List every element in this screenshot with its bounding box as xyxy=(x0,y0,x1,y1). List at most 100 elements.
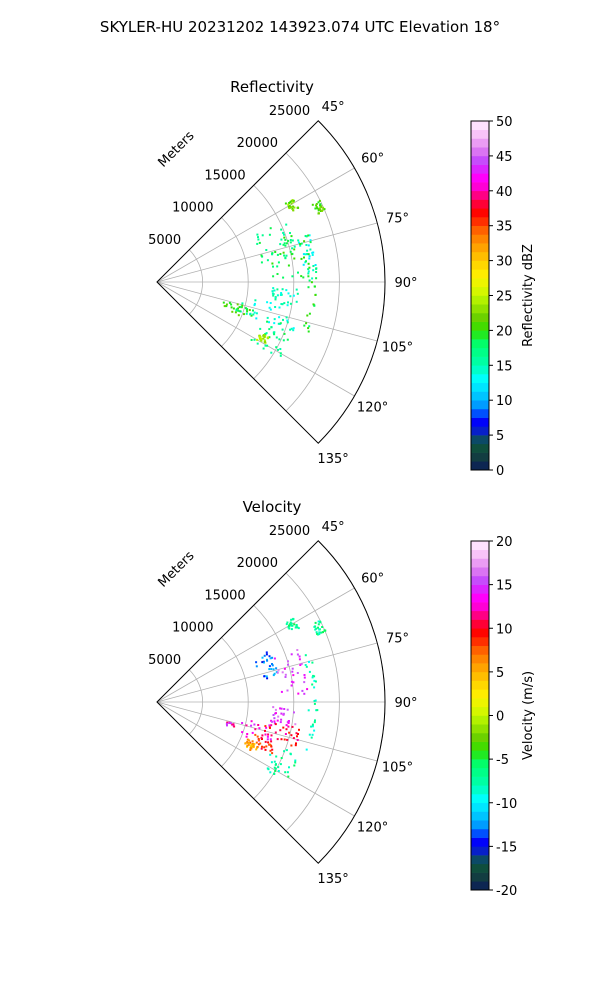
radial-tick-label: 5000 xyxy=(148,233,181,248)
echo-gate xyxy=(299,244,302,247)
echo-gate xyxy=(258,334,261,337)
echo-gate xyxy=(261,734,264,737)
echo-gate xyxy=(261,745,263,748)
echo-gate xyxy=(274,708,277,711)
echo-gate xyxy=(308,670,311,673)
colorbar-band xyxy=(471,602,489,612)
echo-gate xyxy=(264,725,267,728)
echo-gate xyxy=(264,740,267,743)
echo-gate xyxy=(290,235,293,238)
echo-gate xyxy=(279,322,282,325)
echo-gate xyxy=(282,726,285,729)
echo-gate xyxy=(288,720,290,723)
echo-gate xyxy=(292,329,295,332)
echo-gate xyxy=(264,333,267,336)
echo-gate xyxy=(269,227,272,230)
echo-gate xyxy=(295,732,298,735)
angle-tick-label: 60° xyxy=(361,152,384,167)
echo-gate xyxy=(293,248,296,251)
echo-gate xyxy=(266,344,269,347)
echo-gate xyxy=(284,673,287,676)
echo-gate xyxy=(303,324,306,327)
echo-gate xyxy=(303,240,306,243)
echo-gate xyxy=(311,725,314,728)
echo-gate xyxy=(225,722,228,725)
echo-gate xyxy=(293,764,296,767)
colorbar-band xyxy=(471,190,489,200)
echo-gate xyxy=(284,733,287,735)
echo-gate xyxy=(311,733,314,736)
echo-gate xyxy=(319,203,322,206)
echo-gate xyxy=(277,766,280,769)
echo-gate xyxy=(296,626,299,629)
echo-gate xyxy=(287,722,290,724)
echo-gate xyxy=(256,746,259,749)
colorbar-band xyxy=(471,820,489,830)
echo-gate xyxy=(248,309,251,311)
azimuth-spoke xyxy=(156,587,355,703)
echo-gate xyxy=(265,653,268,656)
echo-gate xyxy=(263,336,266,338)
echo-gate xyxy=(290,199,293,202)
echo-gate xyxy=(280,718,283,721)
colorbar-band xyxy=(471,374,489,384)
echo-gate xyxy=(270,734,273,737)
echo-gate xyxy=(305,260,307,263)
echo-gate xyxy=(238,306,241,309)
echo-gate xyxy=(276,294,279,297)
echo-gate xyxy=(245,308,248,311)
angle-tick-label: 90° xyxy=(394,276,417,291)
echo-gate xyxy=(305,748,308,751)
colorbar-band xyxy=(471,225,489,235)
echo-gate xyxy=(268,233,271,236)
echo-gate xyxy=(250,724,253,727)
colorbar-tick-label: 35 xyxy=(496,220,513,235)
echo-gate xyxy=(266,659,269,662)
echo-gate xyxy=(296,206,299,209)
echo-gate xyxy=(277,770,280,772)
echo-gate xyxy=(321,626,324,628)
echo-gate xyxy=(275,712,277,715)
echo-gate xyxy=(306,249,309,252)
echo-gate xyxy=(315,627,318,630)
echo-gate xyxy=(277,715,280,718)
echo-gate xyxy=(262,337,265,340)
echo-gate xyxy=(268,655,271,658)
echo-gate xyxy=(273,766,276,769)
echo-gate xyxy=(270,668,273,671)
echo-gate xyxy=(295,624,298,627)
echo-gate xyxy=(272,668,275,671)
echo-gate xyxy=(282,251,285,254)
colorbar-band xyxy=(471,391,489,401)
echo-gate xyxy=(302,253,305,256)
colorbar-tick-label: 50 xyxy=(496,115,513,130)
echo-gate xyxy=(231,723,234,726)
echo-gate xyxy=(264,341,266,343)
echo-gate xyxy=(303,681,306,684)
echo-gate xyxy=(268,328,271,331)
echo-gate xyxy=(305,244,308,246)
echo-gate xyxy=(270,745,273,748)
echo-gate xyxy=(302,276,305,279)
echo-layer xyxy=(225,617,327,778)
echo-gate xyxy=(272,674,275,677)
echo-gate xyxy=(270,724,273,727)
echo-gate xyxy=(280,712,283,715)
echo-gate xyxy=(313,679,316,682)
echo-gate xyxy=(290,653,293,656)
echo-gate xyxy=(232,724,235,727)
echo-gate xyxy=(283,708,286,710)
echo-gate xyxy=(228,301,231,304)
azimuth-spoke xyxy=(156,167,355,283)
colorbar-band xyxy=(471,767,489,777)
colorbar-tick-label: 30 xyxy=(496,255,513,270)
echo-gate xyxy=(287,203,290,206)
colorbar-band xyxy=(471,461,489,471)
echo-gate xyxy=(271,252,274,255)
echo-gate xyxy=(304,654,307,657)
echo-gate xyxy=(259,335,262,338)
echo-gate xyxy=(278,316,281,319)
echo-gate xyxy=(279,348,282,350)
echo-gate xyxy=(273,289,276,292)
echo-gate xyxy=(228,722,231,724)
